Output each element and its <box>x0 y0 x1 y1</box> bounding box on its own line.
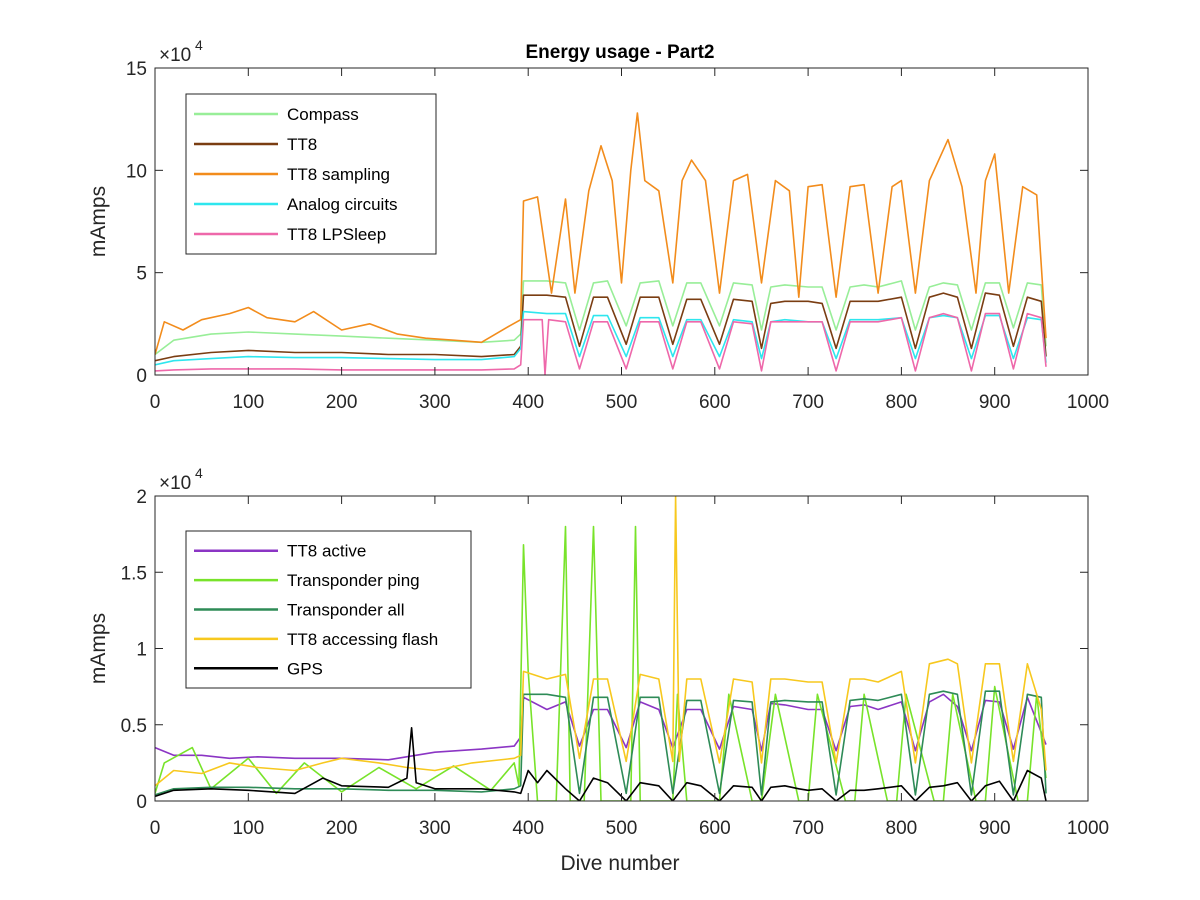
y-exponent-power: 4 <box>195 465 203 481</box>
top-chart-panel: 0 100 200 300 400 500 600 700 800 900 1000 0 5 10 15 ×1… <box>87 37 1109 413</box>
y-tick-label: 2 <box>136 487 147 508</box>
x-axis-label: Dive number <box>560 852 679 875</box>
y-tick-label: 1 <box>136 640 147 661</box>
legend-entry: Transponder ping <box>287 571 420 590</box>
x-tick-label: 600 <box>699 818 731 839</box>
x-tick-label: 200 <box>326 392 358 413</box>
legend-entry: TT8 LPSleep <box>287 225 386 244</box>
series-line-tt8 <box>155 292 1047 362</box>
legend-entry: GPS <box>287 659 323 678</box>
x-tick-label: 100 <box>232 818 264 839</box>
y-tick-label: 10 <box>126 161 147 182</box>
figure-title: Energy usage - Part2 <box>525 42 714 63</box>
series-line-tt8-lpsleep <box>155 312 1047 375</box>
y-axis-label: mAmps <box>87 613 110 684</box>
x-tick-label: 300 <box>419 818 451 839</box>
y-tick-label: 5 <box>136 264 147 285</box>
x-tick-label: 1000 <box>1067 818 1109 839</box>
legend-entry: TT8 sampling <box>287 165 390 184</box>
y-tick-label: 1.5 <box>121 563 147 584</box>
x-tick-label: 500 <box>606 818 638 839</box>
x-tick-label: 0 <box>150 818 161 839</box>
legend: TT8 active Transponder ping Transponder al… <box>185 530 472 689</box>
x-tick-label: 500 <box>606 392 638 413</box>
legend-entry: TT8 accessing flash <box>287 630 438 649</box>
y-tick-label: 15 <box>126 59 147 80</box>
legend-entry: Compass <box>287 105 359 124</box>
y-exponent-power: 4 <box>195 37 203 53</box>
series-line-transponder-all <box>155 690 1047 796</box>
series-line-tt8-sampling <box>155 112 1047 355</box>
x-tick-label: 900 <box>979 392 1011 413</box>
legend-entry: Transponder all <box>287 601 405 620</box>
x-tick-label: 800 <box>886 818 918 839</box>
x-tick-label: 400 <box>512 818 544 839</box>
legend-entry: TT8 <box>287 135 317 154</box>
x-tick-label: 400 <box>512 392 544 413</box>
x-tick-label: 0 <box>150 392 161 413</box>
x-tick-label: 700 <box>792 818 824 839</box>
y-tick-label: 0.5 <box>121 716 147 737</box>
y-tick-label: 0 <box>136 792 147 813</box>
x-tick-label: 800 <box>886 392 918 413</box>
series-line-gps <box>155 727 1047 801</box>
x-tick-label: 1000 <box>1067 392 1109 413</box>
y-exponent-label: ×10 <box>159 45 191 66</box>
x-tick-label: 600 <box>699 392 731 413</box>
series-line-tt8-active <box>155 693 1047 761</box>
bottom-chart-panel: 0 100 200 300 400 500 600 700 800 900 1000 0 0.5 1 1.5… <box>87 465 1109 839</box>
x-tick-label: 100 <box>232 392 264 413</box>
legend-entry: TT8 active <box>287 542 366 561</box>
y-exponent-label: ×10 <box>159 473 191 494</box>
y-axis-label: mAmps <box>87 186 110 257</box>
series-line-tt8-accessing-flash <box>155 496 1047 787</box>
legend: Compass TT8 TT8 sampling Analog circuits TT8… <box>185 93 437 255</box>
x-tick-label: 900 <box>979 818 1011 839</box>
x-tick-label: 300 <box>419 392 451 413</box>
x-tick-label: 200 <box>326 818 358 839</box>
x-tick-label: 700 <box>792 392 824 413</box>
y-tick-label: 0 <box>136 366 147 387</box>
series-line-analog-circuits <box>155 310 1047 366</box>
legend-entry: Analog circuits <box>287 195 398 214</box>
